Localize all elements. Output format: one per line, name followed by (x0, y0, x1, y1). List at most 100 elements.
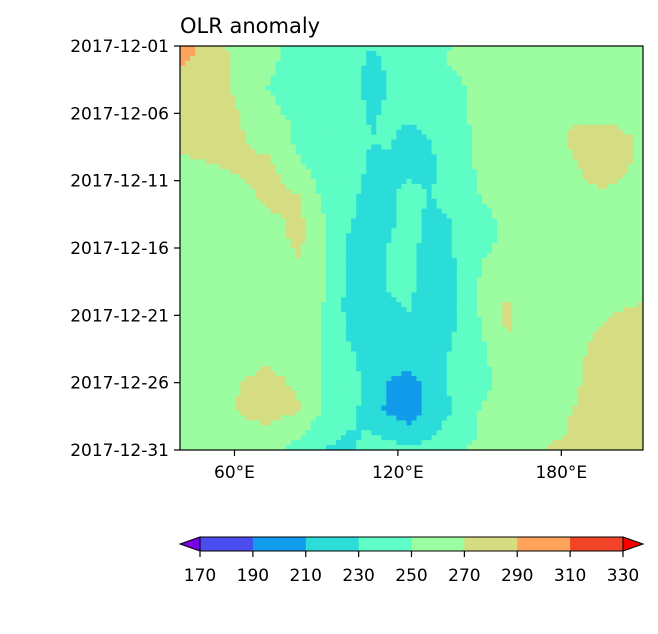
field-cell (205, 119, 211, 126)
field-cell (195, 243, 201, 249)
field-cell (305, 307, 312, 313)
field-cell (275, 149, 282, 155)
field-cell (587, 208, 594, 215)
field-cell (542, 248, 548, 254)
field-cell (376, 174, 382, 180)
field-cell (426, 80, 433, 87)
field-cell (366, 139, 372, 146)
field-cell (376, 193, 382, 200)
field-cell (587, 179, 594, 185)
field-cell (567, 208, 574, 215)
field-cell (225, 243, 231, 249)
field-cell (572, 114, 579, 121)
field-cell (280, 252, 287, 259)
field-cell (451, 307, 458, 313)
field-cell (441, 188, 448, 195)
field-cell (255, 55, 262, 62)
field-cell (240, 110, 247, 116)
field-cell (381, 272, 387, 279)
field-cell (275, 312, 282, 318)
field-cell (270, 188, 277, 195)
field-cell (300, 80, 307, 87)
field-cell (567, 95, 574, 101)
field-cell (401, 80, 408, 87)
field-cell (356, 75, 362, 82)
field-cell (235, 218, 241, 224)
field-cell (446, 95, 453, 101)
field-cell (416, 292, 423, 298)
field-cell (230, 139, 236, 146)
field-cell (446, 277, 453, 284)
field-cell (597, 114, 604, 121)
field-cell (466, 154, 473, 160)
field-cell (522, 252, 528, 259)
field-cell (225, 50, 231, 57)
field-cell (441, 85, 448, 91)
field-cell (562, 188, 569, 195)
field-cell (502, 114, 508, 121)
field-cell (627, 119, 634, 126)
field-cell (356, 80, 362, 87)
field-cell (220, 154, 226, 160)
field-cell (180, 60, 186, 67)
field-cell (522, 257, 528, 264)
field-cell (552, 228, 559, 234)
field-cell (607, 183, 614, 190)
field-cell (617, 307, 624, 313)
field-cell (622, 129, 629, 136)
field-cell (411, 262, 418, 269)
field-cell (436, 159, 443, 165)
field-cell (205, 188, 211, 195)
field-cell (582, 193, 589, 200)
field-cell (391, 114, 397, 121)
field-cell (567, 238, 574, 244)
field-cell (416, 277, 423, 284)
field-cell (386, 119, 392, 126)
field-cell (220, 282, 226, 289)
field-cell (280, 302, 287, 308)
field-cell (481, 179, 488, 185)
field-cell (235, 213, 241, 220)
field-cell (320, 297, 327, 303)
field-cell (502, 183, 508, 190)
field-cell (230, 307, 236, 313)
field-cell (587, 223, 594, 229)
field-cell (507, 90, 513, 96)
field-cell (597, 46, 604, 52)
field-cell (255, 75, 262, 82)
field-cell (436, 105, 443, 111)
field-cell (270, 287, 277, 293)
field-cell (361, 208, 367, 215)
field-cell (512, 124, 518, 131)
field-cell (617, 282, 624, 289)
field-cell (290, 183, 297, 190)
field-cell (361, 90, 367, 96)
field-cell (627, 50, 634, 57)
field-cell (522, 208, 528, 215)
field-cell (215, 100, 221, 106)
field-cell (622, 90, 629, 96)
field-cell (461, 297, 468, 303)
field-cell (220, 248, 226, 254)
field-cell (346, 267, 352, 274)
field-cell (330, 198, 337, 205)
field-cell (225, 282, 231, 289)
field-cell (547, 60, 554, 67)
field-cell (300, 307, 307, 313)
field-cell (386, 105, 392, 111)
field-cell (346, 292, 352, 298)
field-cell (512, 183, 518, 190)
field-cell (637, 105, 643, 111)
field-cell (592, 60, 599, 67)
field-cell (220, 188, 226, 195)
field-cell (341, 164, 347, 170)
field-cell (456, 149, 463, 155)
field-cell (285, 183, 292, 190)
field-cell (451, 238, 458, 244)
field-cell (582, 65, 589, 72)
field-cell (210, 243, 216, 249)
field-cell (240, 154, 247, 160)
field-cell (275, 60, 282, 67)
field-cell (346, 218, 352, 224)
field-cell (431, 114, 438, 121)
